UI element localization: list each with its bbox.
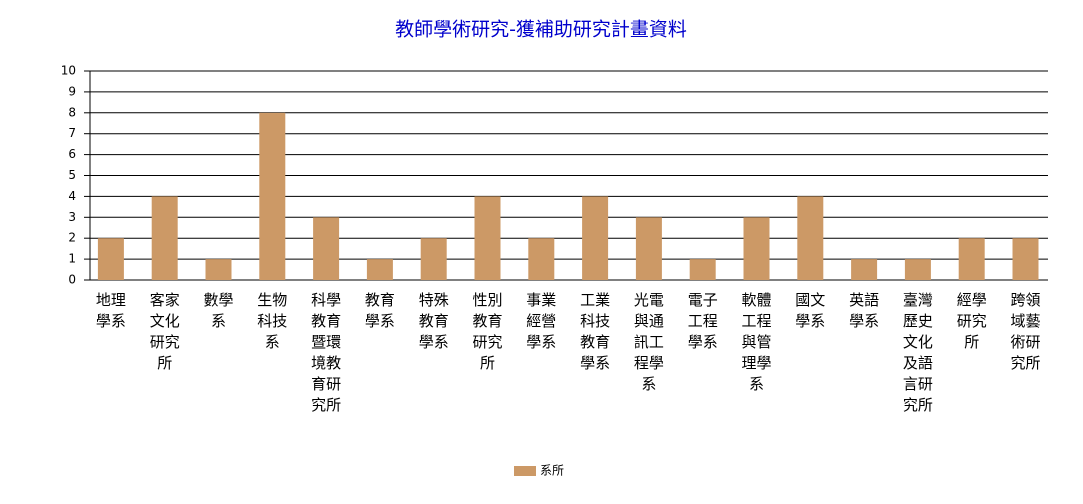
x-tick-label: 經學研究所	[957, 291, 987, 351]
x-tick-label: 電子工程學系	[688, 291, 718, 351]
bar	[474, 196, 501, 280]
x-tick-label: 科學教育暨環境教育研究所	[311, 291, 341, 414]
y-tick-label: 5	[68, 168, 76, 182]
bar	[97, 238, 124, 280]
bar	[205, 259, 232, 280]
x-tick-label: 光電與通訊工程學系	[634, 291, 664, 393]
chart-title: 教師學術研究-獲補助研究計畫資料	[395, 19, 687, 41]
y-tick-label: 4	[68, 189, 76, 203]
x-tick-label: 軟體工程與管理學系	[741, 291, 771, 393]
x-tick-label: 數學系	[203, 291, 233, 330]
bar	[904, 259, 931, 280]
bar	[420, 238, 447, 280]
x-tick-label: 特殊教育學系	[419, 291, 449, 351]
bar	[851, 259, 878, 280]
y-tick-label: 3	[68, 210, 76, 224]
y-tick-label: 10	[61, 64, 76, 78]
bar	[366, 259, 393, 280]
y-tick-label: 8	[68, 105, 76, 119]
bar	[689, 259, 716, 280]
legend-label: 系所	[540, 464, 564, 478]
y-tick-label: 7	[68, 126, 76, 140]
x-tick-label: 地理學系	[96, 291, 126, 330]
y-tick-label: 2	[68, 231, 76, 245]
bar	[582, 196, 609, 280]
x-tick-label: 跨領域藝術研究所	[1010, 291, 1040, 372]
x-tick-label: 英語學系	[849, 291, 879, 330]
y-tick-label: 0	[68, 273, 76, 287]
x-tick-label: 教育學系	[365, 291, 395, 330]
bar	[151, 196, 178, 280]
x-tick-label: 工業科技教育學系	[580, 291, 610, 372]
x-tick-label: 性別教育研究所	[472, 291, 502, 372]
bar	[635, 217, 662, 280]
bar	[1012, 238, 1039, 280]
bar	[743, 217, 770, 280]
bar	[259, 112, 286, 280]
x-tick-label: 客家文化研究所	[150, 291, 180, 372]
bar	[313, 217, 340, 280]
x-tick-label: 生物科技系	[257, 291, 287, 351]
bar	[958, 238, 985, 280]
bar	[528, 238, 555, 280]
x-tick-label: 國文學系	[795, 291, 825, 330]
bar	[797, 196, 824, 280]
legend-swatch	[514, 466, 536, 476]
y-tick-label: 9	[68, 84, 76, 98]
x-tick-label: 臺灣歷史文化及語言研究所	[903, 291, 933, 414]
y-tick-label: 6	[68, 147, 76, 161]
y-tick-label: 1	[68, 252, 76, 266]
x-tick-label: 事業經營學系	[526, 291, 556, 351]
